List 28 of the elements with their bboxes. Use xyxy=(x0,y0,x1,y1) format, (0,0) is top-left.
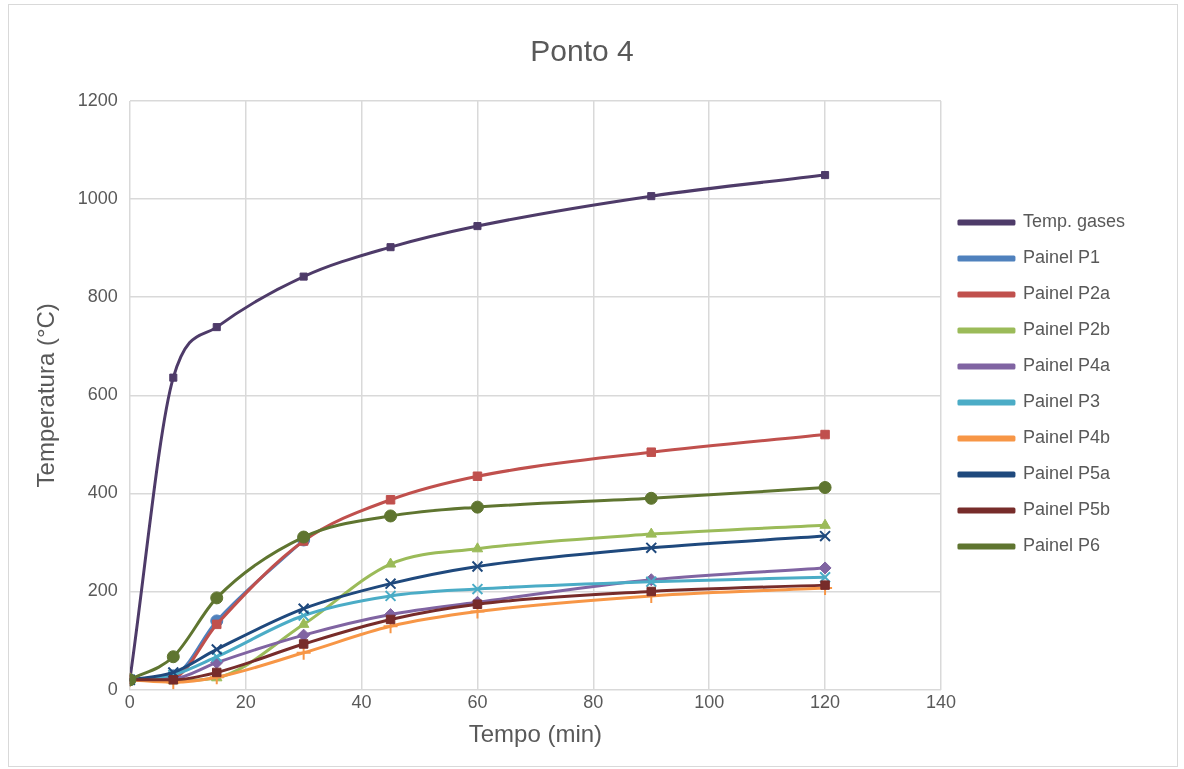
x-axis-title: Tempo (min) xyxy=(468,720,603,748)
x-tick-label: 0 xyxy=(124,692,135,713)
y-tick-label: 1000 xyxy=(77,188,118,209)
legend-label: Painel P1 xyxy=(1022,247,1101,268)
legend-label: Painel P4b xyxy=(1022,427,1111,448)
legend-label: Painel P3 xyxy=(1022,391,1101,412)
legend-label: Painel P6 xyxy=(1022,535,1101,556)
x-tick-label: 60 xyxy=(467,692,488,713)
x-tick-label: 120 xyxy=(810,692,841,713)
chart-title: Ponto 4 xyxy=(530,34,634,68)
legend-label: Painel P4a xyxy=(1022,355,1111,376)
y-tick-label: 800 xyxy=(87,286,118,307)
x-tick-label: 40 xyxy=(351,692,372,713)
legend-label: Painel P2b xyxy=(1022,319,1111,340)
x-tick-label: 140 xyxy=(925,692,956,713)
y-tick-label: 1200 xyxy=(77,89,118,110)
x-tick-label: 100 xyxy=(694,692,725,713)
y-tick-label: 400 xyxy=(87,482,118,503)
x-tick-label: 20 xyxy=(235,692,256,713)
x-tick-label: 80 xyxy=(583,692,604,713)
legend-label: Painel P5a xyxy=(1022,463,1111,484)
y-tick-label: 600 xyxy=(87,384,118,405)
y-tick-label: 0 xyxy=(107,678,118,699)
y-tick-label: 200 xyxy=(87,580,118,601)
legend-label: Painel P2a xyxy=(1022,283,1111,304)
y-axis-title: Temperatura (°C) xyxy=(32,303,60,488)
legend-label: Temp. gases xyxy=(1022,211,1126,232)
legend-label: Painel P5b xyxy=(1022,499,1111,520)
